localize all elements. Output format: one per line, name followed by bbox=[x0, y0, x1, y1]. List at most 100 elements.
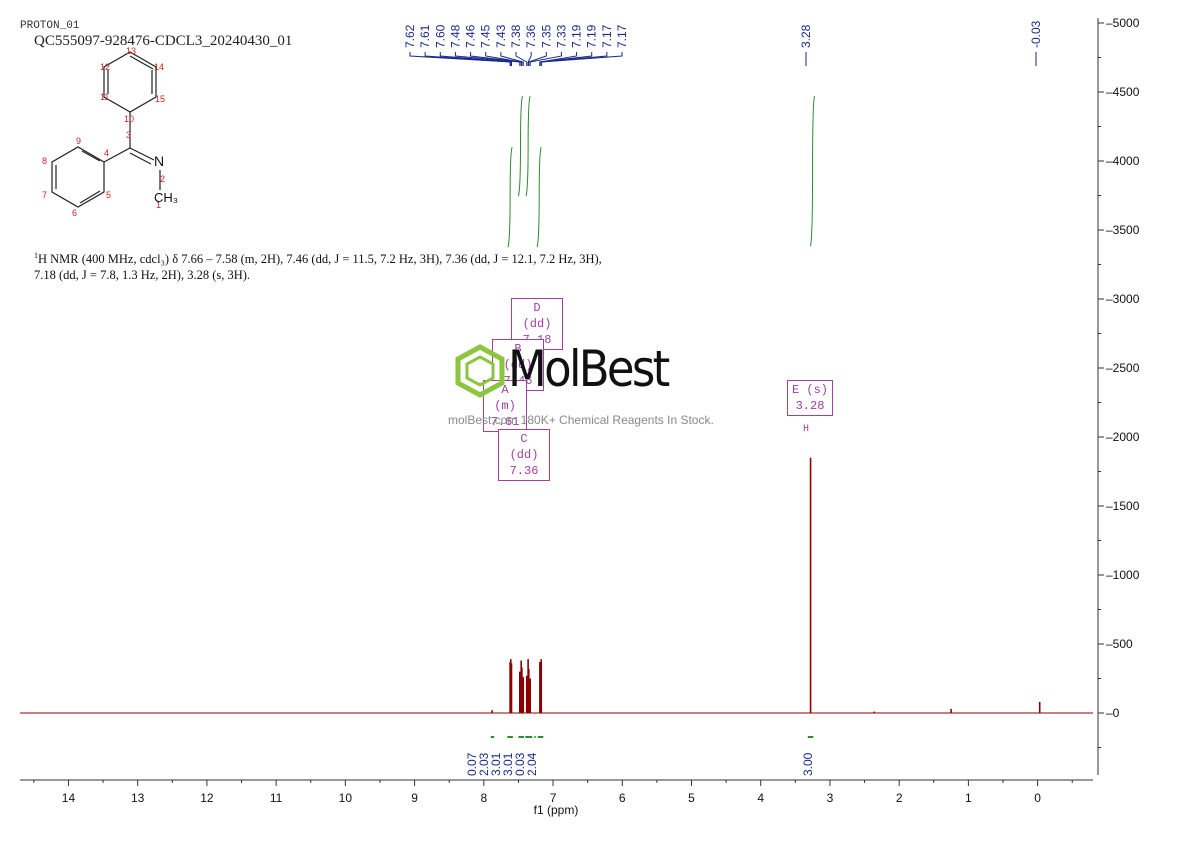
sample-id: QC555097-928476-CDCL3_20240430_01 bbox=[34, 33, 293, 49]
atom-number-label: 11 bbox=[100, 92, 109, 102]
peak-label-connector bbox=[527, 52, 532, 66]
nitrogen-label: N bbox=[154, 153, 164, 169]
peak-label-connector bbox=[528, 52, 547, 66]
y-tick-label: –4000 bbox=[1106, 154, 1140, 168]
x-axis-title: f1 (ppm) bbox=[534, 803, 579, 817]
peak-shift-label: 7.36 bbox=[524, 24, 538, 48]
x-tick-label: 10 bbox=[339, 791, 353, 805]
atom-number-label: 9 bbox=[76, 136, 81, 146]
watermark-tagline: molBest.com 180K+ Chemical Reagents In S… bbox=[448, 413, 714, 427]
integral-value-label: 3.01 bbox=[489, 752, 503, 776]
x-tick-label: 12 bbox=[200, 791, 214, 805]
x-tick-label: 11 bbox=[270, 791, 283, 805]
x-tick-label: 7 bbox=[550, 791, 557, 805]
peak-shift-label: -0.03 bbox=[1029, 20, 1043, 48]
peak-shift-label: 7.62 bbox=[403, 24, 417, 48]
peak-shift-label: 7.17 bbox=[600, 24, 614, 48]
integral-value-label: 3.00 bbox=[801, 752, 815, 776]
atom-number-label: 14 bbox=[154, 62, 164, 72]
x-tick-label: 8 bbox=[480, 791, 487, 805]
integral-curve bbox=[810, 95, 816, 247]
x-tick-label: 14 bbox=[62, 791, 76, 805]
atom-number-label: 6 bbox=[72, 208, 77, 218]
watermark-brand: MolBest bbox=[508, 340, 670, 398]
peak-shift-label: 7.33 bbox=[554, 24, 568, 48]
experiment-name: PROTON_01 bbox=[20, 20, 80, 32]
peak-label-connector bbox=[424, 52, 512, 66]
molbest-logo-icon bbox=[455, 344, 505, 398]
atom-number-label: 2 bbox=[160, 174, 165, 184]
peak-shift-label: 7.45 bbox=[479, 24, 493, 48]
y-tick-label: –3500 bbox=[1106, 223, 1140, 237]
atom-number-label: 5 bbox=[106, 190, 111, 200]
peak-label-connector bbox=[454, 52, 521, 66]
multiplet-c-shift: 7.36 bbox=[509, 464, 539, 478]
peak-label-connector bbox=[485, 52, 523, 66]
x-tick-label: 3 bbox=[827, 791, 834, 805]
multiplet-box-e: E (s) 3.28 bbox=[787, 380, 833, 416]
y-tick-label: –5000 bbox=[1106, 16, 1140, 30]
x-tick-label: 4 bbox=[757, 791, 764, 805]
atom-number-label: 13 bbox=[126, 46, 136, 56]
multiplet-c-label: C (dd) bbox=[509, 432, 539, 462]
x-tick-label: 1 bbox=[965, 791, 972, 805]
integral-value-label: 2.03 bbox=[477, 752, 491, 776]
peak-shift-label: 7.19 bbox=[585, 24, 599, 48]
peak-label-connector bbox=[409, 52, 511, 66]
methyl-label: CH₃ bbox=[154, 190, 178, 205]
integral-value-label: 0.07 bbox=[465, 752, 479, 776]
peak-shift-label: 7.46 bbox=[464, 24, 478, 48]
multiplet-d-label: D (dd) bbox=[522, 301, 552, 331]
peak-shift-label: 7.43 bbox=[494, 24, 508, 48]
peak-label-connector bbox=[500, 52, 524, 66]
peak-label-connector bbox=[529, 52, 562, 66]
y-tick-label: –4500 bbox=[1106, 85, 1140, 99]
peak-shift-label: 7.38 bbox=[509, 24, 523, 48]
y-tick-label: –2000 bbox=[1106, 430, 1140, 444]
integral-value-label: 2.04 bbox=[525, 752, 539, 776]
integral-value-label: 0.03 bbox=[513, 752, 527, 776]
atom-number-label: 3 bbox=[126, 130, 131, 140]
multiplet-a-shift: 7.61 bbox=[490, 415, 520, 429]
x-tick-label: 5 bbox=[688, 791, 695, 805]
multiplet-e-label: E (s) bbox=[792, 383, 829, 397]
nmr-assignment-body: H NMR (400 MHz, cdcl₃) δ 7.66 – 7.58 (m,… bbox=[34, 252, 602, 283]
y-tick-label: –500 bbox=[1106, 637, 1133, 651]
x-tick-label: 0 bbox=[1034, 791, 1041, 805]
singlet-marker: H bbox=[803, 424, 809, 435]
peak-shift-label: 3.28 bbox=[799, 24, 813, 48]
multiplet-box-c: C (dd) 7.36 bbox=[498, 429, 550, 481]
y-tick-label: –3000 bbox=[1106, 292, 1140, 306]
peak-label-connector bbox=[540, 52, 608, 66]
peak-shift-label: 7.17 bbox=[615, 24, 629, 48]
integral-curve bbox=[507, 147, 513, 248]
y-tick-label: –0 bbox=[1106, 706, 1120, 720]
integral-curve bbox=[518, 95, 523, 197]
integral-curve bbox=[536, 147, 542, 248]
peak-label-connector bbox=[540, 52, 623, 66]
atom-number-label: 10 bbox=[124, 114, 134, 124]
multiplet-b-label: B (dd) bbox=[503, 342, 533, 372]
peak-label-connector bbox=[439, 52, 513, 66]
peak-label-connector bbox=[539, 52, 593, 66]
atom-number-label: 4 bbox=[104, 148, 109, 158]
atom-number-label: 7 bbox=[42, 190, 47, 200]
atom-number-label: 12 bbox=[100, 62, 110, 72]
atom-number-label: 15 bbox=[155, 94, 165, 104]
multiplet-e-shift: 3.28 bbox=[795, 399, 825, 413]
integral-value-label: 3.01 bbox=[501, 752, 515, 776]
nucleus-superscript: 1 bbox=[34, 251, 38, 260]
x-tick-label: 2 bbox=[896, 791, 903, 805]
peak-shift-label: 7.48 bbox=[448, 24, 462, 48]
peak-shift-label: 7.61 bbox=[418, 24, 432, 48]
peak-label-connector bbox=[515, 52, 528, 66]
atom-number-label: 1 bbox=[156, 200, 161, 210]
peak-label-connector bbox=[470, 52, 522, 66]
peak-shift-label: 7.35 bbox=[539, 24, 553, 48]
atom-number-label: 8 bbox=[42, 156, 47, 166]
y-tick-label: –1000 bbox=[1106, 568, 1140, 582]
peak-shift-label: 7.60 bbox=[433, 24, 447, 48]
